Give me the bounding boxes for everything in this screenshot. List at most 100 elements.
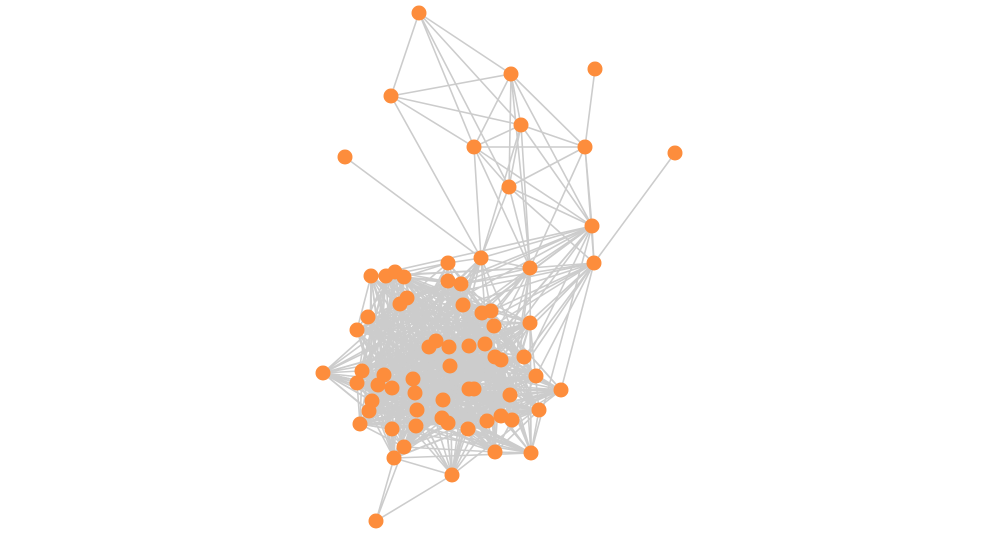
node <box>528 368 544 384</box>
edge <box>494 409 540 453</box>
node <box>667 145 683 161</box>
node <box>411 5 427 21</box>
edge <box>510 73 586 148</box>
node <box>409 402 425 418</box>
edge <box>486 267 531 422</box>
node <box>460 421 476 437</box>
node <box>370 377 386 393</box>
node <box>396 439 412 455</box>
node <box>466 381 482 397</box>
node <box>408 418 424 434</box>
edge <box>390 95 522 126</box>
node <box>493 352 509 368</box>
edge <box>356 275 372 331</box>
node <box>354 363 370 379</box>
node <box>455 297 471 313</box>
node <box>352 416 368 432</box>
node <box>483 303 499 319</box>
node <box>392 296 408 312</box>
node <box>315 365 331 381</box>
node <box>586 255 602 271</box>
edge <box>451 428 469 476</box>
node <box>473 250 489 266</box>
node <box>513 117 529 133</box>
node <box>363 268 379 284</box>
edge <box>412 359 502 380</box>
edge <box>510 73 522 126</box>
node <box>440 255 456 271</box>
node <box>349 322 365 338</box>
edge <box>383 365 451 376</box>
edge <box>367 316 531 324</box>
edge <box>391 267 531 430</box>
node <box>421 339 437 355</box>
edge <box>508 146 586 188</box>
edge <box>368 399 444 412</box>
edge <box>593 152 676 264</box>
edges <box>322 12 676 522</box>
edge <box>393 257 482 459</box>
node <box>466 139 482 155</box>
node <box>577 139 593 155</box>
edge <box>510 73 593 227</box>
node <box>441 339 457 355</box>
node <box>584 218 600 234</box>
edge <box>390 73 512 97</box>
edge <box>473 124 522 148</box>
edge <box>535 262 595 377</box>
node <box>386 450 402 466</box>
node <box>479 413 495 429</box>
edge <box>403 446 496 453</box>
edge <box>418 12 475 148</box>
edge <box>560 262 595 391</box>
edge <box>418 12 510 188</box>
node <box>516 349 532 365</box>
edge <box>368 388 475 412</box>
node <box>440 415 456 431</box>
edge <box>415 425 532 454</box>
edge <box>418 12 512 75</box>
edge <box>530 225 593 454</box>
edge <box>508 186 593 227</box>
edge <box>393 452 532 459</box>
edge <box>412 378 562 391</box>
edge <box>390 12 420 97</box>
node <box>361 403 377 419</box>
edge <box>344 156 482 259</box>
node <box>523 445 539 461</box>
edge <box>520 124 593 227</box>
edge <box>418 12 522 126</box>
edge <box>322 343 486 374</box>
node <box>461 338 477 354</box>
edge <box>406 262 449 299</box>
node <box>487 444 503 460</box>
edge <box>473 146 593 227</box>
edge <box>375 474 453 522</box>
edge <box>415 425 496 453</box>
edge <box>584 68 596 148</box>
edge <box>371 388 475 402</box>
nodes <box>315 5 683 529</box>
node <box>407 385 423 401</box>
edge <box>359 423 405 448</box>
edge <box>473 73 512 148</box>
edge <box>403 225 593 448</box>
edge <box>322 225 593 374</box>
node <box>486 318 502 334</box>
node <box>477 336 493 352</box>
edge <box>520 124 586 148</box>
node <box>444 467 460 483</box>
edge <box>480 257 531 269</box>
edge <box>490 262 595 312</box>
edge <box>356 225 593 331</box>
edge <box>375 457 395 522</box>
edge <box>383 262 595 376</box>
node <box>502 387 518 403</box>
edge <box>510 73 531 269</box>
edge <box>508 124 522 188</box>
edge <box>403 262 449 278</box>
node <box>435 392 451 408</box>
edge <box>447 422 496 453</box>
